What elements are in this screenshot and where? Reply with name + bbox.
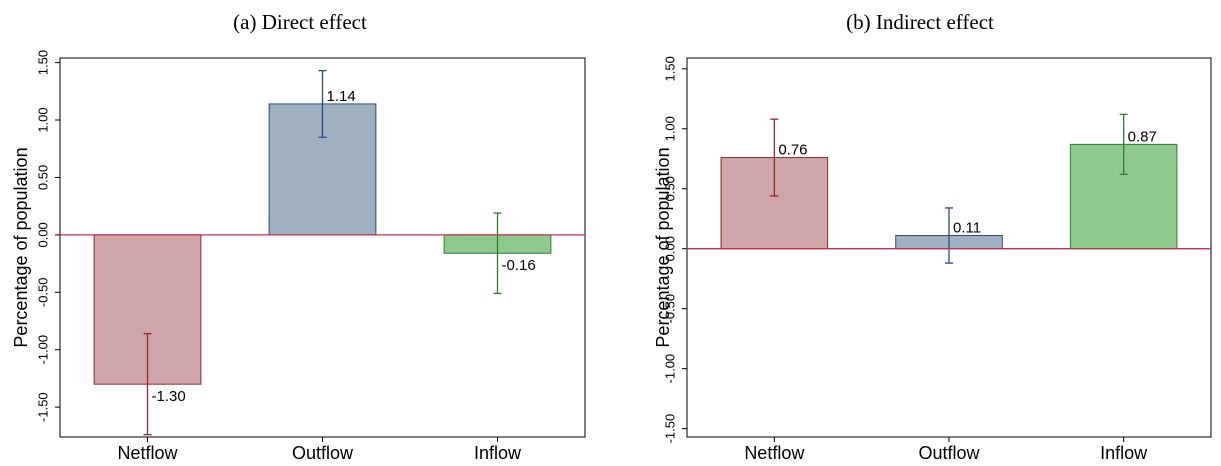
chart-title: (b) Indirect effect — [846, 10, 994, 34]
y-tick-label: 0.50 — [35, 165, 50, 190]
value-label: -1.30 — [152, 388, 186, 405]
x-tick-label: Netflow — [744, 443, 805, 463]
y-tick-label: -1.50 — [662, 414, 677, 444]
y-tick-label: 1.00 — [662, 116, 677, 141]
y-tick-label: -0.50 — [662, 294, 677, 324]
y-tick-label: 1.50 — [662, 56, 677, 81]
y-tick-label: -1.00 — [662, 354, 677, 384]
y-tick-label: 0.00 — [35, 222, 50, 247]
y-axis-label: Percentage of population — [653, 147, 673, 347]
value-label: 0.11 — [953, 219, 981, 236]
x-tick-label: Netflow — [117, 443, 178, 463]
chart-title: (a) Direct effect — [233, 10, 367, 34]
x-tick-label: Outflow — [918, 443, 980, 463]
y-tick-label: -1.50 — [35, 392, 50, 422]
value-label: 0.87 — [1128, 128, 1157, 145]
value-label: 1.14 — [327, 88, 356, 105]
value-label: 0.76 — [778, 142, 807, 159]
y-tick-label: -1.00 — [35, 335, 50, 365]
x-tick-label: Outflow — [292, 443, 354, 463]
x-tick-label: Inflow — [474, 443, 522, 463]
value-label: -0.16 — [502, 257, 536, 274]
y-axis-label: Percentage of population — [11, 147, 31, 347]
x-tick-label: Inflow — [1100, 443, 1148, 463]
y-tick-label: 0.00 — [662, 236, 677, 261]
y-tick-label: 1.50 — [35, 50, 50, 75]
y-tick-label: -0.50 — [35, 277, 50, 307]
y-tick-label: 0.50 — [662, 176, 677, 201]
y-tick-label: 1.00 — [35, 107, 50, 132]
